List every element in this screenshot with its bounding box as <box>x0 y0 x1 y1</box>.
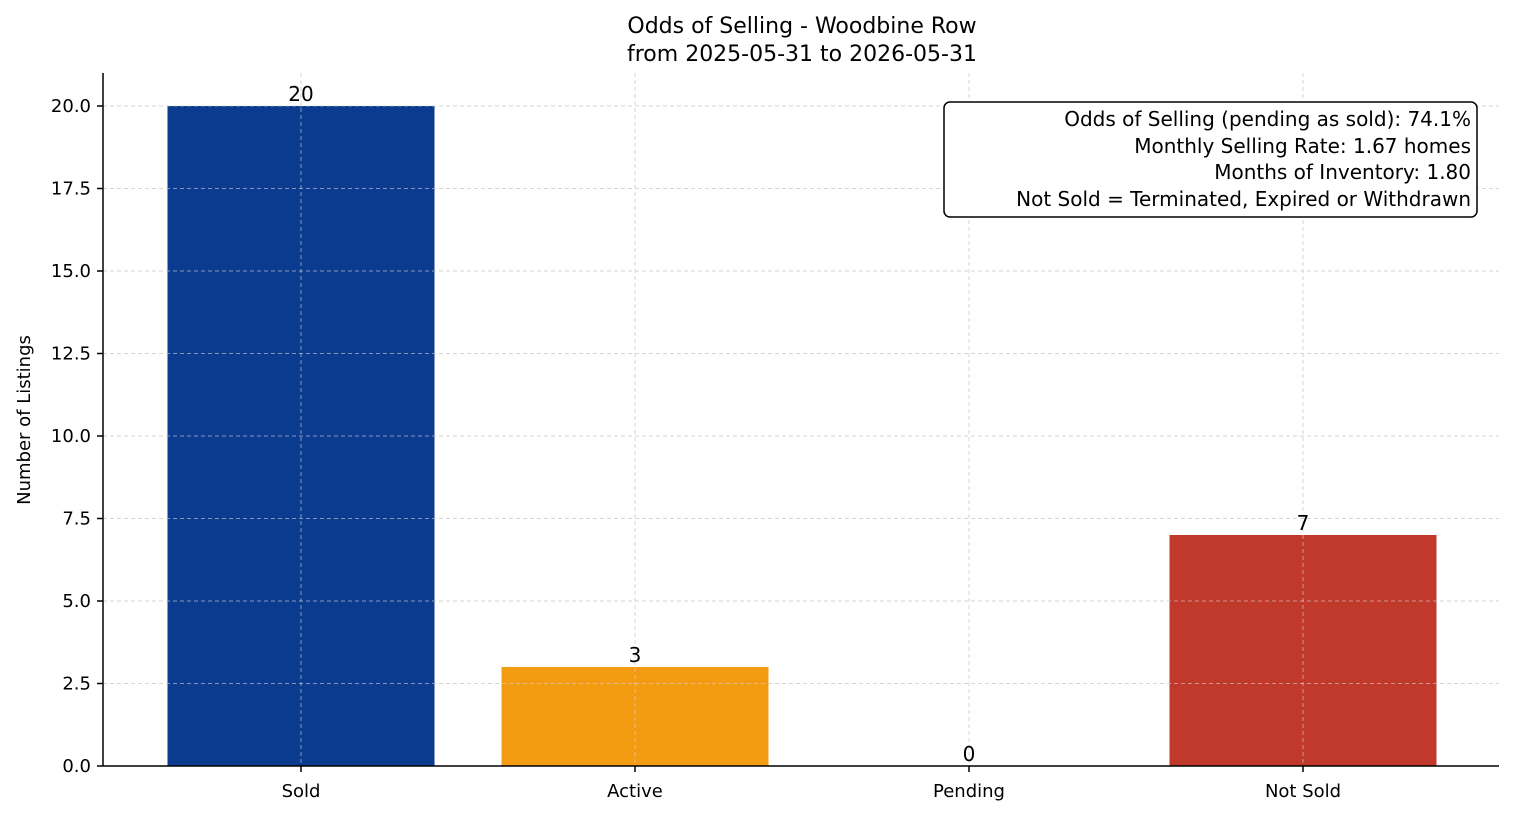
stat-monthly-selling-rate: Monthly Selling Rate: 1.67 homes <box>1134 134 1471 158</box>
chart-subtitle: from 2025-05-31 to 2026-05-31 <box>627 42 977 67</box>
bar-value-labels: 20 3 0 7 <box>288 82 1309 766</box>
x-tick-label: Sold <box>282 781 321 802</box>
y-tick-label: 0.0 <box>62 756 91 777</box>
stat-not-sold-definition: Not Sold = Terminated, Expired or Withdr… <box>1016 187 1471 211</box>
bar-value-label: 20 <box>288 82 313 106</box>
bar-active <box>501 667 769 766</box>
y-tick-label: 15.0 <box>51 261 91 282</box>
x-tick-label: Not Sold <box>1265 781 1341 802</box>
bar-value-label: 7 <box>1297 511 1310 535</box>
y-tick-label: 10.0 <box>51 426 91 447</box>
x-axis-ticks: Sold Active Pending Not Sold <box>282 766 1341 802</box>
y-axis-ticks: 0.0 2.5 5.0 7.5 10.0 12.5 15.0 17.5 20.0 <box>51 96 103 777</box>
y-tick-label: 5.0 <box>62 591 91 612</box>
bar-value-label: 3 <box>629 643 642 667</box>
stat-months-of-inventory: Months of Inventory: 1.80 <box>1214 160 1471 184</box>
x-tick-label: Pending <box>933 781 1005 802</box>
chart-title: Odds of Selling - Woodbine Row <box>627 14 976 39</box>
y-tick-label: 17.5 <box>51 179 91 200</box>
y-tick-label: 2.5 <box>62 674 91 695</box>
bar-value-label: 0 <box>963 742 976 766</box>
y-axis-label: Number of Listings <box>14 335 35 505</box>
stats-box-frame <box>943 101 1478 218</box>
x-tick-label: Active <box>607 781 663 802</box>
y-tick-label: 7.5 <box>62 509 91 530</box>
y-tick-label: 20.0 <box>51 96 91 117</box>
y-tick-label: 12.5 <box>51 344 91 365</box>
stat-odds-of-selling: Odds of Selling (pending as sold): 74.1% <box>1064 107 1471 131</box>
stats-annotation-box: Odds of Selling (pending as sold): 74.1%… <box>943 101 1478 218</box>
